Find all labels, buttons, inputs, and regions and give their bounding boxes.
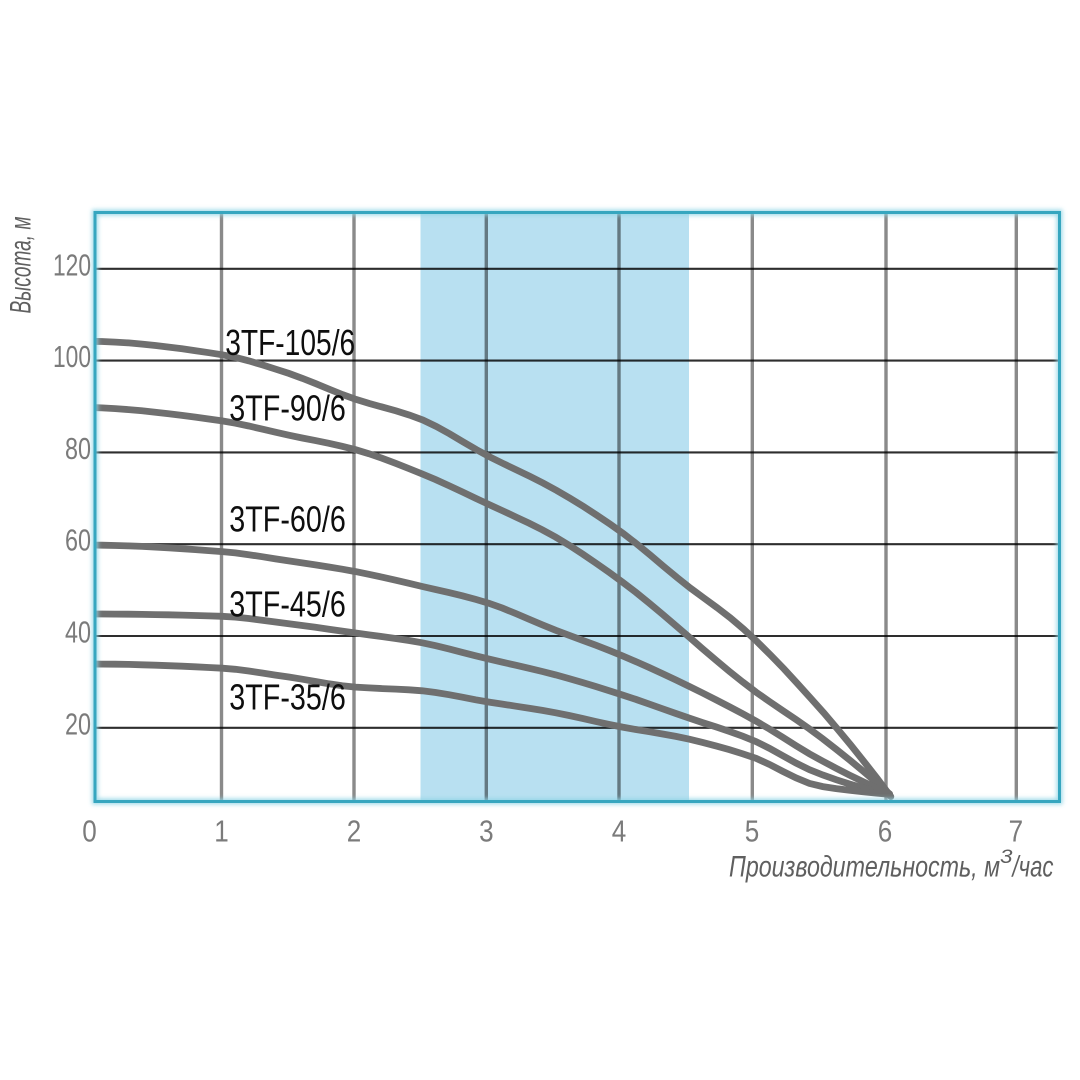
svg-text:1: 1 xyxy=(214,814,229,849)
svg-text:7: 7 xyxy=(1009,814,1024,849)
svg-text:3TF-60/6: 3TF-60/6 xyxy=(229,499,345,540)
svg-text:3TF-90/6: 3TF-90/6 xyxy=(229,387,345,428)
svg-text:Производительность, м3/час: Производительность, м3/час xyxy=(729,847,1054,884)
svg-text:4: 4 xyxy=(612,814,627,849)
svg-text:0: 0 xyxy=(82,814,97,849)
svg-text:3: 3 xyxy=(479,814,494,849)
svg-text:40: 40 xyxy=(65,615,91,650)
svg-text:6: 6 xyxy=(878,814,893,849)
svg-text:2: 2 xyxy=(347,814,362,849)
svg-text:3TF-105/6: 3TF-105/6 xyxy=(225,322,355,363)
svg-text:3TF-35/6: 3TF-35/6 xyxy=(229,676,345,717)
svg-text:80: 80 xyxy=(65,431,91,466)
svg-text:100: 100 xyxy=(53,339,91,374)
svg-text:3TF-45/6: 3TF-45/6 xyxy=(229,584,345,625)
svg-text:120: 120 xyxy=(53,247,91,282)
svg-text:5: 5 xyxy=(745,814,760,849)
svg-text:Высота, м: Высота, м xyxy=(5,217,38,314)
svg-text:20: 20 xyxy=(65,706,91,741)
svg-text:60: 60 xyxy=(65,523,91,558)
